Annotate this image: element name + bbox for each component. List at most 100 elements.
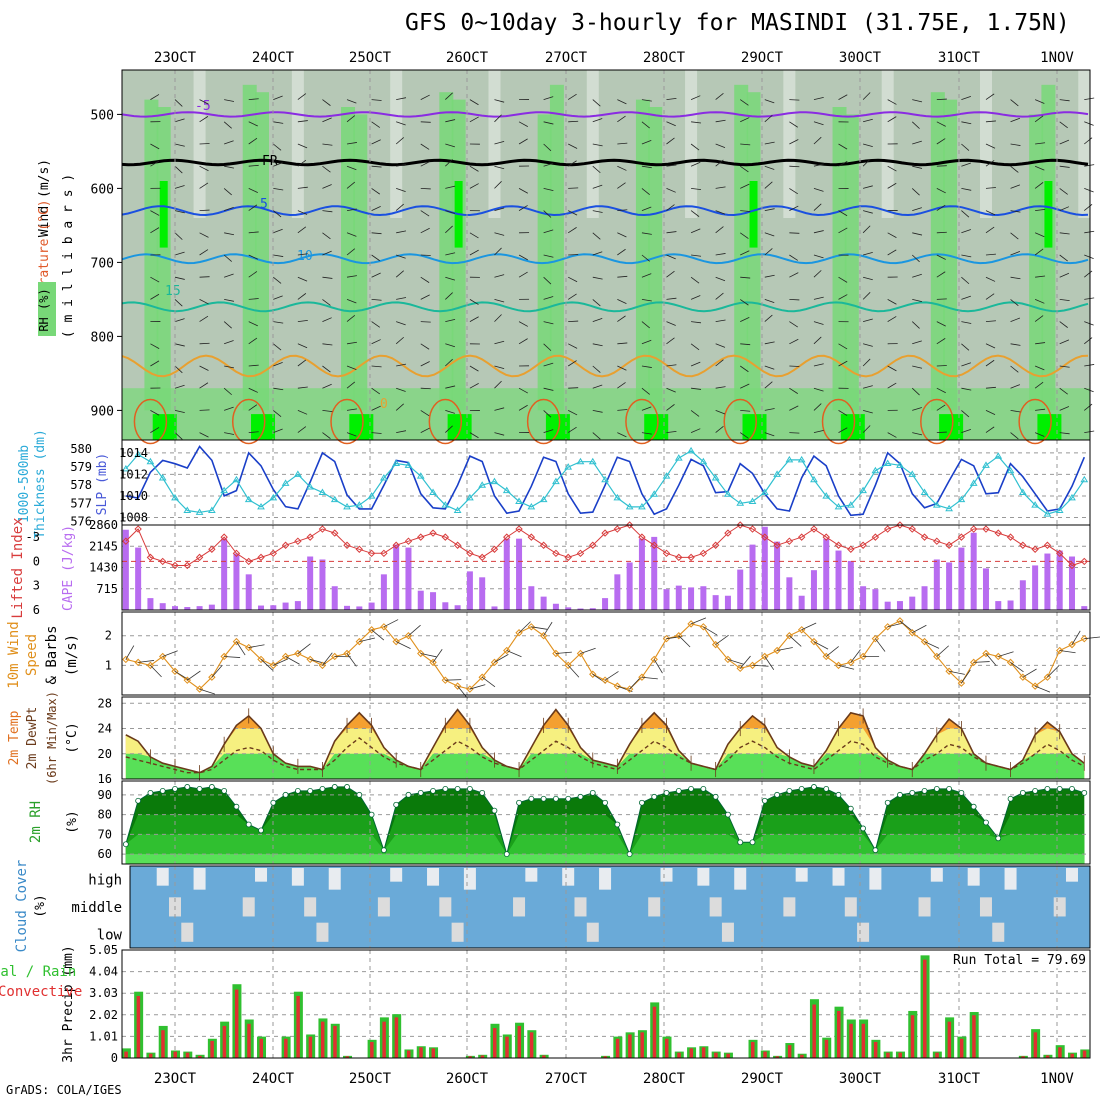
rh2m-marker	[959, 790, 964, 795]
wind10-tick-label: 2	[105, 629, 112, 643]
cloud-gap-high	[525, 868, 537, 882]
cloud-gap-high	[255, 868, 267, 882]
precip-convective-bar	[432, 1048, 436, 1058]
rh2m-marker	[369, 812, 374, 817]
rh2m-marker	[295, 788, 300, 793]
rh2m-fill-60	[126, 854, 1085, 864]
precip-convective-bar	[296, 996, 300, 1058]
cape-bar	[934, 559, 940, 610]
cape-bar	[393, 545, 399, 610]
ylabel-temp-d: (°C)	[65, 722, 80, 753]
rh2m-marker	[529, 796, 534, 801]
wind10-barb	[728, 659, 743, 664]
date-label-top: 28OCT	[643, 50, 686, 66]
rh-surface-patch	[644, 414, 668, 440]
precip-convective-bar	[862, 1024, 866, 1058]
rh2m-marker	[467, 786, 472, 791]
wind10-barb	[961, 670, 970, 683]
precip-convective-bar	[284, 1039, 288, 1058]
ylabel-thickness-b: Thickness (dm)	[33, 429, 48, 539]
precip-convective-bar	[174, 1052, 178, 1058]
precip-convective-bar	[124, 1052, 128, 1058]
ylabel-precip: 3hr Precip (mm)	[61, 945, 76, 1062]
precip-tick-label: 2.02	[89, 1008, 118, 1022]
rh-surface-patch	[743, 414, 767, 440]
upper-wind-barb	[568, 121, 578, 122]
cape-tick-label: 715	[96, 582, 118, 596]
rh2m-marker	[775, 792, 780, 797]
precip-tick-label: 4.04	[89, 965, 118, 979]
cloud-gap-middle	[574, 897, 586, 916]
cape-bar	[762, 527, 768, 610]
slp-tick-label: 1008	[119, 510, 148, 524]
cloud-gap-low	[316, 923, 328, 942]
rh2m-marker	[455, 786, 460, 791]
wind10-barb	[433, 649, 442, 662]
cape-bar	[860, 586, 866, 610]
upper-wind-barb	[937, 232, 947, 233]
rh2m-marker	[320, 786, 325, 791]
ytick-label: 500	[91, 108, 114, 123]
cape-bar	[786, 577, 792, 610]
ylabel-wind10-a: 10m Wind	[6, 621, 22, 688]
rh2m-marker	[983, 820, 988, 825]
wind10-barb	[912, 625, 926, 633]
precip-convective-bar	[898, 1053, 902, 1058]
slp-line	[126, 447, 1085, 516]
rh2m-marker	[996, 836, 1001, 841]
rh2m-marker	[885, 800, 890, 805]
rh2m-marker	[738, 840, 743, 845]
wind10-barb	[654, 659, 662, 673]
cloud-gap-middle	[513, 897, 525, 916]
cape-bar	[811, 570, 817, 610]
cape-bar	[258, 606, 264, 610]
rh2m-marker	[848, 806, 853, 811]
rh-moist-column	[550, 85, 564, 411]
upper-wind-barb	[421, 255, 431, 256]
rh-surface-patch	[841, 414, 865, 440]
rh-surface-patch	[251, 414, 275, 440]
wind10-barb	[286, 656, 300, 664]
cloud-row-label: high	[88, 873, 122, 889]
cape-bar	[995, 601, 1001, 610]
cape-bar	[1057, 551, 1063, 610]
date-label-bottom: 28OCT	[643, 1071, 686, 1087]
rh-moist-column	[636, 100, 650, 411]
rh-moist-column	[243, 85, 257, 411]
precip-convective-bar	[726, 1054, 730, 1058]
ylabel-millibars: ( m i l l i b a r s )	[61, 174, 76, 338]
precip-convective-bar	[370, 1042, 374, 1058]
precip-tick-label: 1.01	[89, 1029, 118, 1043]
lifted-index-line	[126, 525, 1085, 566]
ylabel-wind10-d: (m/s)	[64, 634, 80, 676]
lifted-tick-label: 6	[33, 603, 40, 617]
rh2m-marker	[787, 788, 792, 793]
isotherm-label: 10	[297, 249, 313, 264]
cape-bar	[283, 603, 289, 610]
rh2m-marker	[615, 822, 620, 827]
precip-convective-bar	[493, 1028, 497, 1058]
cape-bar	[1032, 565, 1038, 610]
ylabel-wind10-c: & Barbs	[44, 625, 60, 684]
upper-wind-barb	[789, 366, 799, 367]
wind10-barb	[875, 639, 885, 652]
rh2m-marker	[1045, 786, 1050, 791]
wind10-tick-label: 1	[105, 658, 112, 672]
cape-bar	[491, 606, 497, 610]
cloud-gap-high	[329, 868, 341, 890]
precip-convective-bar	[714, 1053, 718, 1058]
cloud-gap-middle	[304, 897, 316, 916]
upper-wind-barb	[421, 322, 431, 323]
rh2m-marker	[910, 790, 915, 795]
wind10-barb	[691, 618, 706, 624]
wind10-barb	[802, 623, 817, 630]
upper-wind-barb	[200, 210, 210, 211]
cloud-gap-middle	[783, 897, 795, 916]
cape-bar	[356, 606, 362, 610]
date-label-bottom: 26OCT	[446, 1071, 489, 1087]
wind10-barb	[789, 636, 801, 647]
rh2m-marker	[639, 800, 644, 805]
cloud-gap-high	[869, 868, 881, 890]
cloud-gap-high	[1005, 868, 1017, 890]
